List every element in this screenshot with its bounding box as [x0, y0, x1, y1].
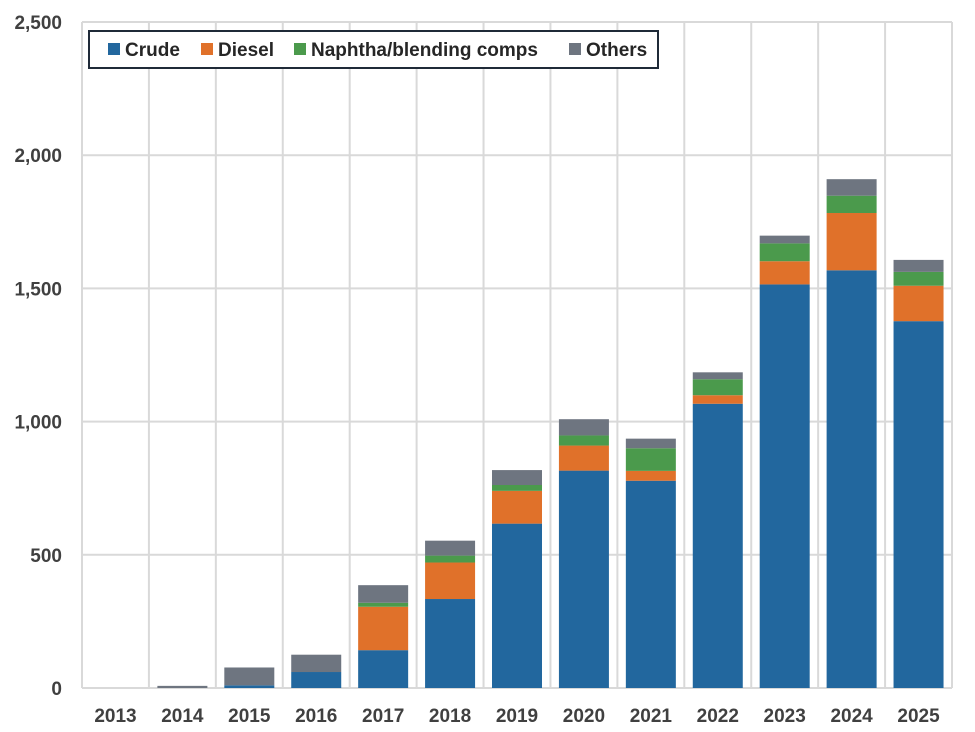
- bar-naphtha-blending-comps-2018: [425, 555, 476, 563]
- bar-naphtha-blending-comps-2019: [492, 485, 542, 491]
- bar-others-2024: [826, 179, 877, 196]
- bar-diesel-2019: [492, 490, 542, 524]
- x-tick-label: 2023: [764, 706, 806, 727]
- bar-crude-2022: [692, 403, 743, 688]
- legend-label-diesel: Diesel: [218, 40, 274, 61]
- legend-swatch-naphtha-blending-comps: [294, 43, 306, 55]
- bar-others-2022: [692, 372, 743, 380]
- legend-swatch-diesel: [201, 43, 213, 55]
- bar-naphtha-blending-comps-2021: [625, 448, 676, 471]
- bar-others-2016: [291, 654, 342, 673]
- bar-crude-2019: [492, 523, 542, 688]
- x-tick-label: 2024: [830, 706, 873, 727]
- y-tick-label: 1,500: [14, 279, 62, 300]
- bar-others-2014: [157, 685, 208, 688]
- x-tick-label: 2018: [429, 706, 471, 727]
- y-tick-label: 2,500: [14, 13, 62, 34]
- bar-others-2025: [893, 259, 944, 272]
- legend-label-others: Others: [586, 40, 647, 61]
- bar-crude-2024: [826, 270, 877, 688]
- bar-others-2023: [759, 235, 810, 244]
- x-tick-label: 2014: [161, 706, 204, 727]
- bar-others-2015: [224, 667, 275, 686]
- y-tick-label: 1,000: [14, 413, 62, 434]
- bar-crude-2018: [425, 599, 476, 688]
- bar-naphtha-blending-comps-2023: [759, 243, 810, 262]
- bar-diesel-2025: [893, 285, 944, 322]
- bar-naphtha-blending-comps-2020: [558, 435, 609, 446]
- y-axis: 0 500 1,000 1,500 2,000 2,500: [14, 13, 62, 700]
- bar-others-2021: [625, 438, 676, 449]
- legend-swatch-others: [569, 43, 581, 55]
- bar-naphtha-blending-comps-2017: [358, 602, 409, 607]
- y-tick-label: 2,000: [14, 146, 62, 167]
- x-tick-label: 2016: [295, 706, 337, 727]
- legend-box: [88, 30, 659, 69]
- bar-diesel-2022: [692, 395, 743, 404]
- bar-diesel-2021: [625, 470, 676, 481]
- x-tick-label: 2021: [630, 706, 673, 727]
- bar-others-2018: [425, 540, 476, 556]
- bar-crude-2021: [625, 480, 676, 688]
- x-tick-label: 2013: [94, 706, 136, 727]
- bar-crude-2016: [291, 672, 342, 688]
- grid: [81, 21, 953, 689]
- bar-diesel-2024: [826, 213, 877, 271]
- x-tick-label: 2015: [228, 706, 271, 727]
- bar-diesel-2023: [759, 261, 810, 285]
- bar-crude-2020: [558, 470, 609, 688]
- legend-label-naphtha-blending-comps: Naphtha/blending comps: [311, 40, 538, 61]
- x-tick-label: 2025: [897, 706, 940, 727]
- bar-naphtha-blending-comps-2022: [692, 379, 743, 396]
- bar-others-2019: [492, 470, 542, 486]
- bar-others-2020: [558, 419, 609, 436]
- legend-swatch-crude: [108, 43, 120, 55]
- x-axis: 2013 2014 2015 2016 2017 2018 2019 2020 2021 2022…: [94, 706, 940, 727]
- bar-crude-2017: [358, 650, 409, 688]
- bar-diesel-2020: [558, 445, 609, 471]
- legend-label-crude: Crude: [125, 40, 180, 61]
- bar-crude-2015: [224, 685, 275, 688]
- x-tick-label: 2017: [362, 706, 404, 727]
- bar-others-2017: [358, 585, 409, 603]
- x-tick-label: 2019: [496, 706, 538, 727]
- x-tick-label: 2022: [697, 706, 739, 727]
- x-tick-label: 2020: [563, 706, 605, 727]
- bar-crude-2023: [759, 284, 810, 688]
- bars: [157, 179, 944, 688]
- bar-naphtha-blending-comps-2024: [826, 195, 877, 214]
- bar-crude-2025: [893, 321, 944, 688]
- y-tick-label: 0: [51, 679, 62, 700]
- legend: Crude Diesel Naphtha/blending comps Others: [88, 30, 659, 69]
- bar-diesel-2017: [358, 606, 409, 651]
- y-tick-label: 500: [30, 546, 62, 567]
- bar-naphtha-blending-comps-2025: [893, 271, 944, 286]
- bar-diesel-2018: [425, 562, 476, 600]
